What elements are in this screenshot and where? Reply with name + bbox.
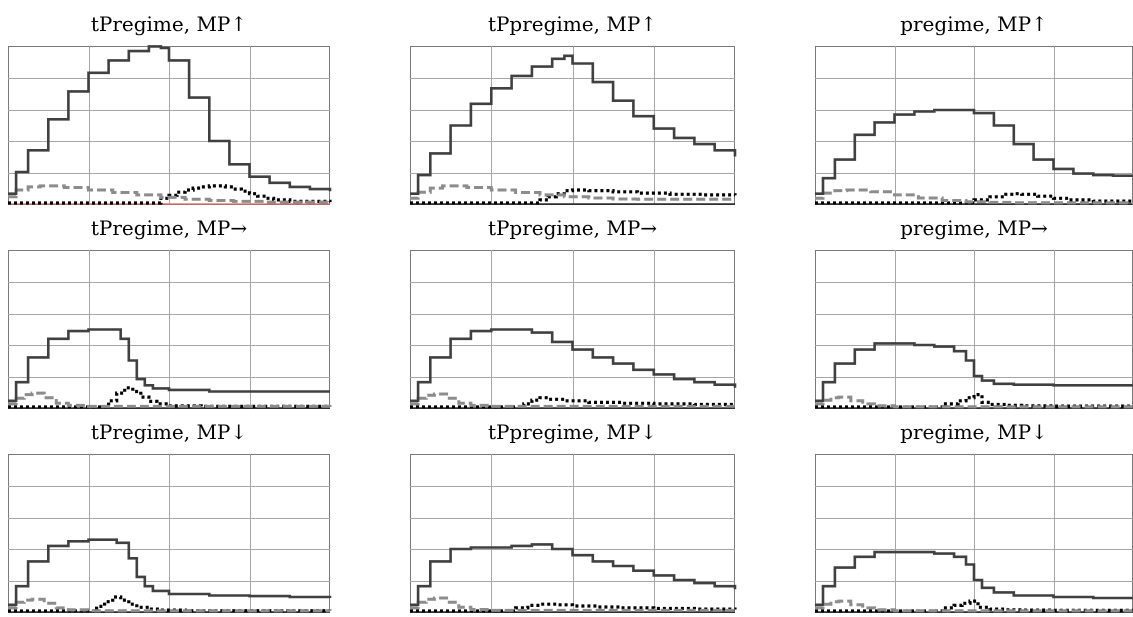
chart-title: tPpregime, MP→ (488, 216, 657, 240)
chart-title: pregime, MP→ (900, 216, 1048, 240)
chart-panel-6: pregime, MP→ (815, 216, 1133, 409)
chart-panel-2: tPpregime, MP↑ (410, 12, 737, 205)
series-grey-dashed (8, 391, 332, 408)
series-solid (8, 45, 332, 195)
chart-title: tPregime, MP↓ (91, 420, 247, 444)
series-grey-dashed (815, 395, 1133, 409)
series-black-dotted (8, 386, 332, 409)
series-black-dotted (410, 602, 737, 613)
chart-title: tPregime, MP↑ (91, 12, 247, 36)
series-grey-dashed (410, 184, 735, 201)
series-grey-dashed (8, 597, 332, 613)
chart-title: tPpregime, MP↓ (488, 420, 657, 444)
series-solid (815, 550, 1133, 607)
series-solid (410, 543, 737, 607)
chart-panel-4: tPregime, MP→ (8, 216, 332, 409)
series-solid (815, 342, 1133, 403)
series-black-dotted (8, 184, 332, 205)
series-grey-dashed (410, 596, 737, 612)
series-black-dotted (815, 599, 1133, 613)
plot-frame (410, 250, 735, 409)
chart-title: tPregime, MP→ (91, 216, 248, 240)
chart-panel-9: pregime, MP↓ (815, 420, 1133, 613)
series-black-dotted (410, 188, 737, 205)
series-solid (410, 328, 737, 403)
series-grey-dashed (815, 599, 1133, 613)
series-solid (8, 538, 332, 607)
series-black-dotted (815, 192, 1133, 205)
chart-title: tPpregime, MP↑ (488, 12, 657, 36)
chart-panel-3: pregime, MP↑ (815, 12, 1133, 205)
series-grey-dashed (8, 184, 332, 204)
series-solid (8, 328, 330, 403)
chart-panel-7: tPregime, MP↓ (8, 420, 332, 613)
chart-panel-8: tPpregime, MP↓ (410, 420, 737, 613)
chart-panel-5: tPpregime, MP→ (410, 216, 737, 409)
series-grey-dashed (410, 392, 737, 408)
chart-panel-1: tPregime, MP↑ (8, 12, 332, 205)
series-solid (410, 54, 737, 195)
plot-frame (410, 454, 735, 613)
series-grey-dashed (815, 188, 1133, 205)
chart-title: pregime, MP↓ (900, 420, 1048, 444)
series-solid (815, 108, 1133, 195)
chart-title: pregime, MP↑ (900, 12, 1048, 36)
series-black-dotted (410, 396, 737, 409)
